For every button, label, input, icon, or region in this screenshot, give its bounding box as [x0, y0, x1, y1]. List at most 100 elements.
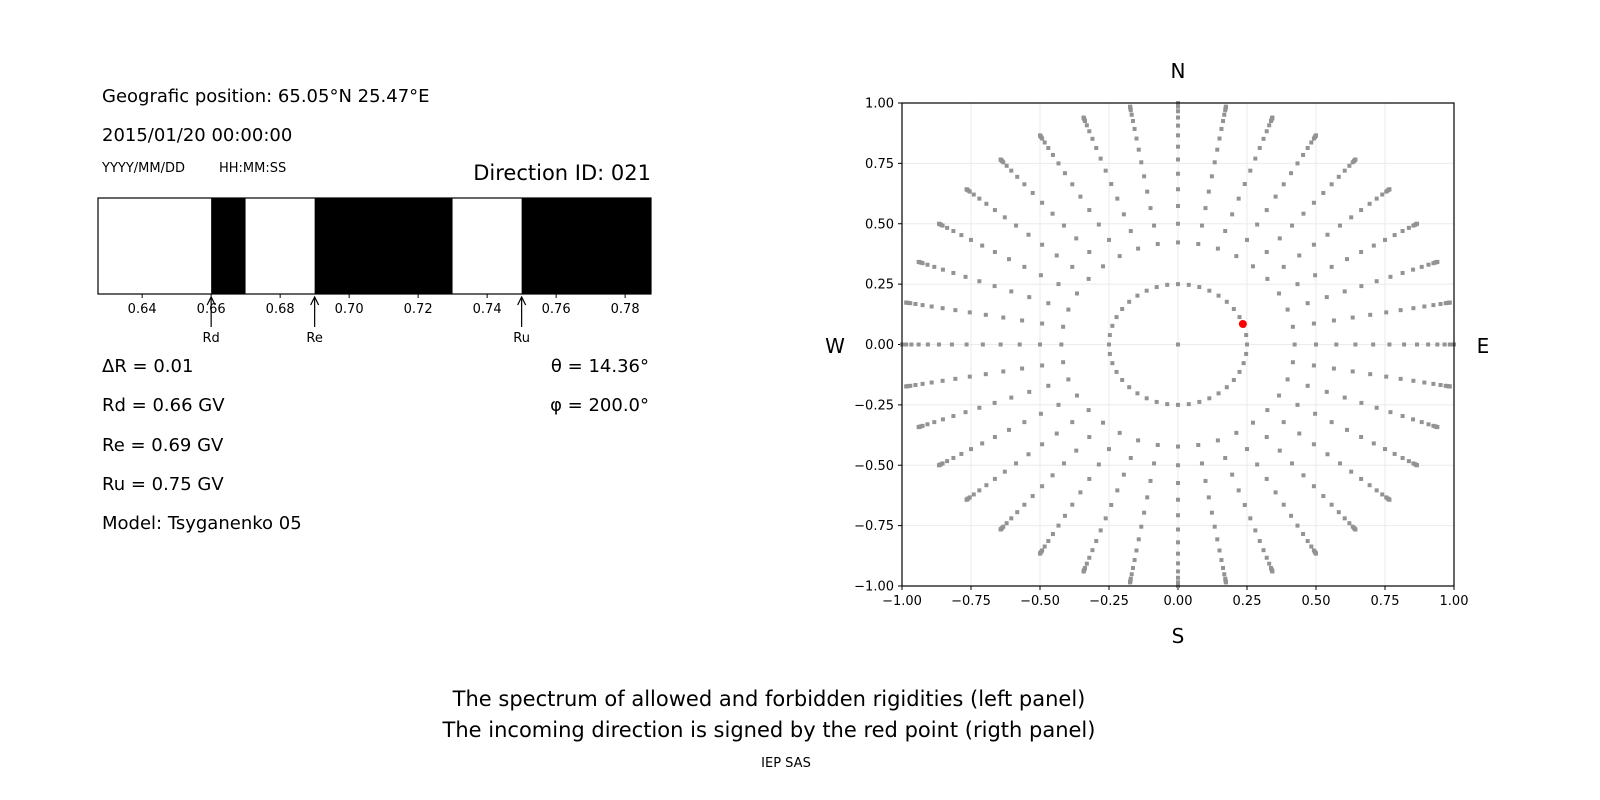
- grid-point: [1128, 455, 1133, 460]
- grid-point: [1074, 448, 1079, 453]
- grid-point: [1292, 342, 1297, 347]
- grid-point: [1415, 463, 1420, 468]
- grid-point: [1305, 539, 1310, 544]
- grid-point: [1056, 523, 1061, 528]
- grid-point: [1221, 565, 1226, 570]
- arrow-head-icon: [310, 295, 320, 306]
- grid-point: [1215, 147, 1220, 152]
- grid-point: [1106, 342, 1111, 347]
- grid-point: [1207, 288, 1212, 293]
- grid-point: [1109, 182, 1114, 187]
- grid-point: [1015, 510, 1020, 515]
- grid-point: [1264, 555, 1269, 560]
- grid-point: [1217, 548, 1222, 553]
- grid-point: [1237, 315, 1242, 320]
- x-tick-label: 0.75: [1371, 594, 1400, 609]
- grid-point: [1431, 303, 1436, 308]
- grid-point: [1050, 211, 1055, 216]
- grid-point: [951, 455, 956, 460]
- grid-point: [983, 312, 988, 317]
- grid-point: [959, 451, 964, 456]
- grid-point: [1217, 136, 1222, 141]
- grid-point: [1062, 513, 1067, 518]
- grid-point: [1136, 537, 1141, 542]
- grid-point: [916, 259, 921, 264]
- grid-point: [1176, 444, 1180, 449]
- grid-point: [1165, 282, 1170, 287]
- grid-point: [1103, 516, 1108, 521]
- spectrum-frame: [97, 197, 652, 295]
- grid-point: [1040, 442, 1045, 447]
- grid-point: [1186, 282, 1191, 287]
- grid-point: [1061, 324, 1066, 329]
- grid-point: [1094, 539, 1099, 544]
- grid-point: [1001, 315, 1006, 320]
- grid-point: [1066, 377, 1071, 382]
- grid-point: [1231, 307, 1236, 312]
- grid-point: [1257, 539, 1262, 544]
- grid-point: [1145, 189, 1150, 194]
- footer-line-2: The incoming direction is signed by the …: [442, 718, 1096, 742]
- grid-point: [964, 342, 969, 347]
- grid-point: [1264, 476, 1269, 481]
- grid-point: [1336, 510, 1341, 515]
- grid-point: [1040, 321, 1045, 326]
- y-tick-label: 0.25: [865, 278, 894, 293]
- grid-point: [1132, 558, 1137, 563]
- grid-point: [1070, 182, 1075, 187]
- grid-point: [1261, 136, 1266, 141]
- grid-point: [1281, 182, 1286, 187]
- grid-point: [1374, 488, 1379, 493]
- grid-point: [1056, 161, 1061, 166]
- grid-point: [1061, 461, 1066, 466]
- grid-point: [1349, 215, 1354, 220]
- grid-point: [1022, 502, 1027, 507]
- grid-point: [1230, 212, 1235, 217]
- grid-point: [964, 497, 969, 502]
- grid-point: [980, 243, 985, 248]
- grid-point: [1176, 144, 1180, 149]
- x-tick-label: 0.76: [542, 302, 571, 317]
- grid-point: [1074, 393, 1079, 398]
- grid-point: [977, 279, 982, 284]
- grid-point: [1267, 561, 1272, 566]
- grid-point: [1301, 532, 1306, 537]
- grid-point: [1117, 430, 1122, 435]
- grid-point: [1277, 448, 1282, 453]
- delta-r: ΔR = 0.01: [102, 356, 194, 377]
- re-value: Re = 0.69 GV: [102, 435, 224, 456]
- grid-point: [1342, 168, 1347, 173]
- grid-point: [1438, 383, 1443, 388]
- spectrum-segment-forbidden: [521, 198, 651, 294]
- grid-point: [1136, 246, 1141, 251]
- grid-point: [1231, 377, 1236, 382]
- y-tick-label: −1.00: [854, 580, 894, 595]
- grid-point: [1371, 243, 1376, 248]
- geographic-position: Geografic position: 65.05°N 25.47°E: [102, 86, 430, 107]
- grid-point: [1329, 182, 1334, 187]
- grid-point: [1236, 488, 1241, 493]
- grid-point: [1176, 527, 1180, 532]
- grid-point: [1127, 299, 1132, 304]
- grid-point: [1134, 136, 1139, 141]
- grid-point: [1331, 318, 1336, 323]
- grid-point: [971, 192, 976, 197]
- grid-point: [1242, 502, 1247, 507]
- grid-point: [1176, 342, 1180, 347]
- grid-point: [1383, 237, 1387, 242]
- grid-point: [936, 463, 941, 468]
- grid-point: [1244, 351, 1249, 356]
- grid-point: [1038, 411, 1043, 416]
- grid-point: [1353, 342, 1358, 347]
- grid-point: [1139, 524, 1144, 529]
- grid-point: [1301, 211, 1306, 216]
- grid-point: [1087, 250, 1092, 255]
- grid-point: [953, 308, 958, 313]
- spectrum-segment-allowed: [245, 198, 315, 294]
- grid-point: [1295, 161, 1300, 166]
- spectrum-segment-forbidden: [314, 198, 453, 294]
- grid-point: [1277, 393, 1282, 398]
- grid-point: [992, 476, 997, 481]
- grid-point: [1087, 129, 1092, 134]
